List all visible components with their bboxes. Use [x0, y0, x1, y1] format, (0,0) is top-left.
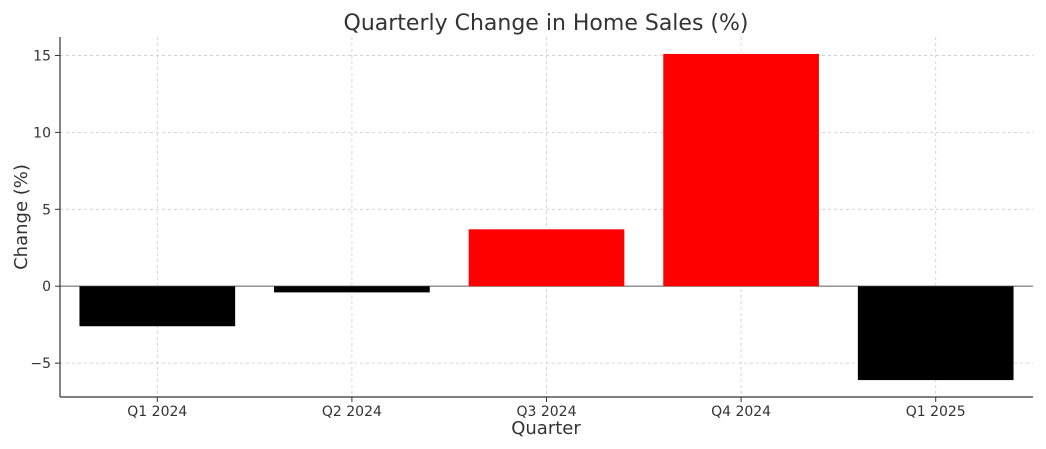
x-tick-label: Q2 2024	[322, 404, 382, 420]
bar-q2-2024	[274, 286, 430, 293]
x-tick-label: Q1 2024	[127, 404, 187, 420]
bars	[79, 53, 1014, 381]
bar-q1-2025	[857, 286, 1014, 381]
y-tick-label: 10	[33, 125, 51, 141]
y-tick-label: 5	[42, 202, 51, 218]
x-axis-label: Quarter	[511, 418, 581, 439]
chart-title: Quarterly Change in Home Sales (%)	[344, 11, 749, 36]
y-tick-label: 0	[42, 279, 51, 295]
bar-q1-2024	[79, 286, 236, 327]
bar-q3-2024	[468, 229, 625, 287]
y-tick-label: 15	[33, 48, 51, 64]
y-axis-label: Change (%)	[11, 164, 32, 270]
bar-q4-2024	[663, 53, 819, 287]
x-tick-label: Q4 2024	[711, 404, 771, 420]
x-tick-label: Q3 2024	[516, 404, 576, 420]
y-axis-ticks: −5 0 5 10 15	[30, 48, 60, 372]
x-axis-ticks: Q1 2024 Q2 2024 Q3 2024 Q4 2024 Q1 2025	[127, 397, 966, 420]
y-tick-label: −5	[30, 356, 51, 372]
x-tick-label: Q1 2025	[906, 404, 966, 420]
